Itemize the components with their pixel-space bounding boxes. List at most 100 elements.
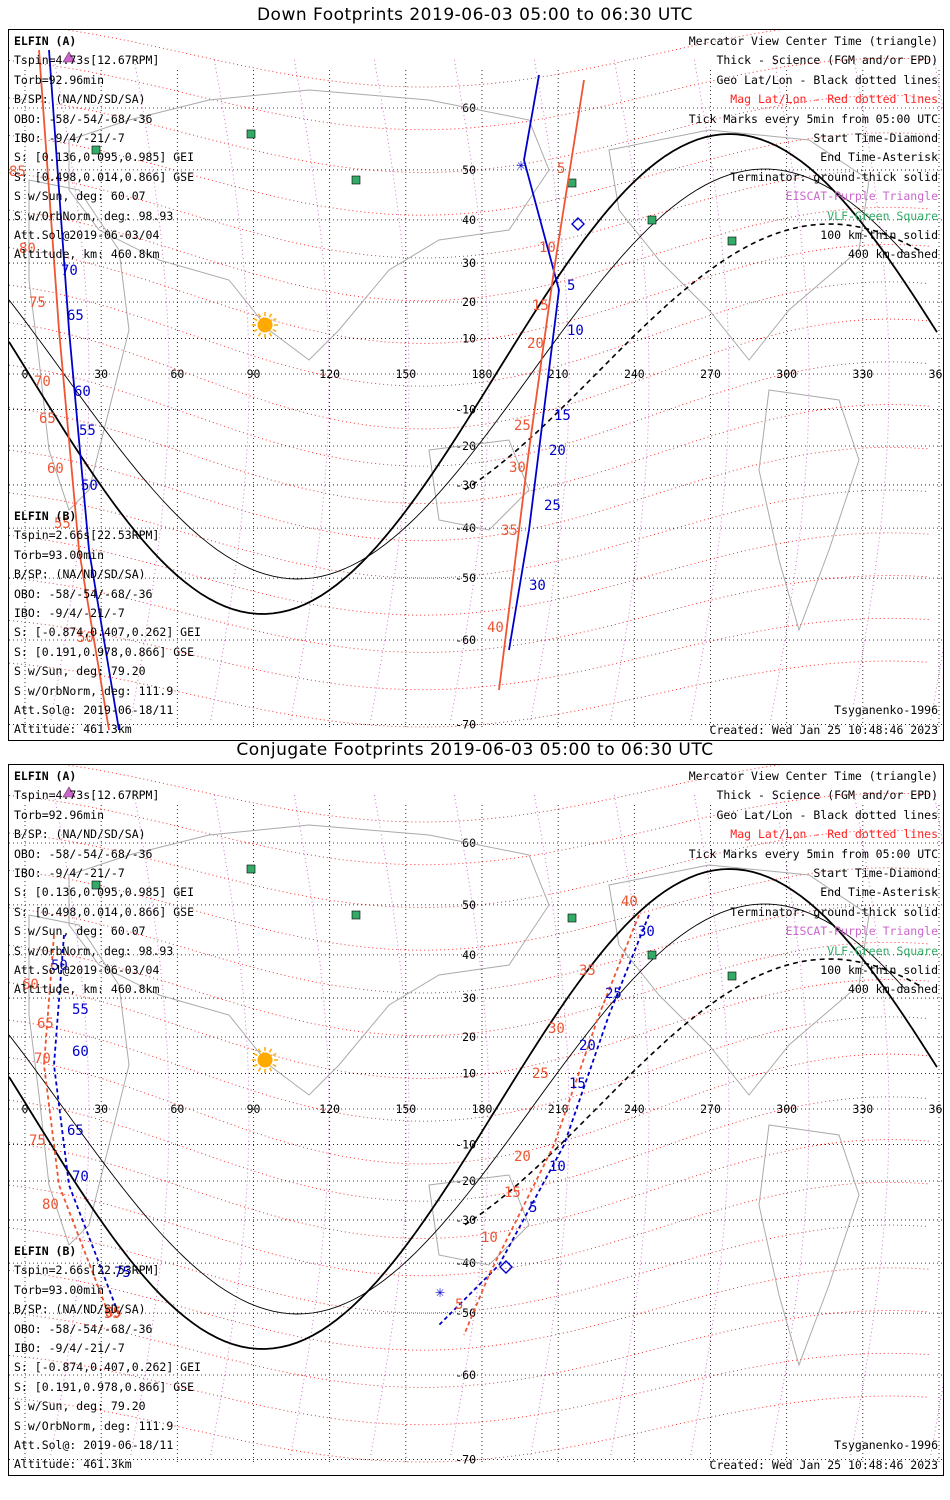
end-asterisk: ✳ [435,1282,445,1301]
elfin-a-info-line: S w/OrbNorm, deg: 98.93 [14,943,174,958]
mag-lon-line [450,59,490,721]
elfin-b-tick-label: 55 [54,516,71,532]
mag-lat-line [9,867,930,951]
terminator-400km [464,223,922,491]
lon-label: 120 [319,367,340,381]
vlf-station-square [647,950,657,960]
legend-item: Thick - Science (FGM and/or EPD) [716,53,938,68]
mag-lat-line [9,830,930,908]
mag-lon-line [290,794,330,1456]
elfin-a-tick-label: 70 [72,1169,89,1185]
lat-label: -70 [455,718,476,732]
sun-disc [257,1052,273,1068]
lat-label: -30 [455,1213,476,1227]
lat-label: -60 [455,1368,476,1382]
model-label: Tsyganenko-1996 [834,1438,938,1452]
elfin-b-info-line: S w/Sun, deg: 79.20 [14,1399,146,1414]
continent-outline [68,89,550,361]
elfin-a-info-line: S: [0.136,0.095,0.985] GEI [14,150,195,165]
lon-label: 180 [472,1102,493,1116]
sun-ray [257,332,262,337]
sun-ray [272,1063,277,1068]
legend-item: Terminator: ground-thick solid [730,904,938,919]
lon-label: 30 [94,367,108,381]
legend-item: Mag Lat/Lon - Red dotted lines [730,827,938,842]
elfin-a-info-line: S: [0.498,0.014,0.866] GSE [14,169,195,184]
elfin-b-tick-label: 10 [539,240,556,256]
elfin-b-tick-label: 80 [19,241,36,257]
map-canvas: 70605040302010-10-20-30-40-50-60-7003060… [9,765,943,1467]
elfin-b-tick-label: 30 [509,460,526,476]
sun-disc [257,317,273,333]
terminator-100km [9,168,906,580]
elfin-a-tick-label: 60 [74,384,91,400]
elfin-a-info-line: Att.Sol@2019-06-03/04 [14,228,160,243]
panel-title-down: Down Footprints 2019-06-03 05:00 to 06:3… [256,5,694,25]
mag-lat-line [9,1181,930,1277]
mag-lon-line [290,59,330,721]
elfin-a-lines: Tspin=4.73s[12.67RPM] Torb=92.96min B/SP: … [14,786,194,999]
legend-item: Thick - Science (FGM and/or EPD) [716,788,938,803]
lat-label: 50 [462,898,476,912]
elfin-a-info-line: S: [0.136,0.095,0.985] GEI [14,885,195,900]
mag-lat-line [9,318,930,430]
legend-item: Start Time-Diamond [813,866,938,881]
lon-label: 240 [624,367,645,381]
continent-outline [608,864,870,1096]
vlf-station-square [246,129,256,139]
sun-icon [252,312,278,338]
elfin-b-tick-label: 70 [34,374,51,390]
lat-label: 10 [462,1067,476,1081]
lon-label: 330 [852,367,873,381]
elfin-b-tick-label: 25 [532,1066,549,1082]
elfin-b-info-line: Tspin=2.66s[22.53RPM] [14,528,160,543]
elfin-a-tick-label: 65 [67,308,84,324]
elfin-a-tick-label: 5 [567,278,575,294]
lat-label: -30 [455,478,476,492]
elfin-a-info-line: IBO: -9/4/-21/-7 [14,131,125,146]
sun-ray [268,1067,273,1072]
mag-lon-line [770,794,810,1456]
elfin-a-name: ELFIN (A) [14,769,77,783]
mag-lon-line [210,794,250,1456]
elfin-b-tick-label: 70 [34,1051,51,1067]
elfin-b-tick-label: 40 [487,620,504,636]
legend-item: Mercator View Center Time (triangle) [688,34,938,48]
elfin-b-info-line: S: [-0.874,0.407,0.262] GEI [14,625,201,640]
lon-label: 210 [548,1102,569,1116]
mag-lon-line [210,59,250,721]
sun-ray [253,317,258,322]
mag-lat-line [9,206,930,302]
elfin-b-info-line: Torb=93.00min [14,547,105,562]
mag-lat-line [9,1310,930,1388]
elfin-a-tick-label: 30 [529,578,546,594]
elfin-a-info: ELFIN (A) Tspin=4.73s[12.67RPM] Torb=92.9… [14,32,194,265]
elfin-b-tick-label: 55 [104,1306,121,1322]
elfin-b-name: ELFIN (B) [14,1244,77,1258]
elfin-b-tick-label: 10 [481,1230,498,1246]
mag-lat-line [9,95,930,173]
lon-label: 0 [22,1102,29,1116]
elfin-a-info: ELFIN (A) Tspin=4.73s[12.67RPM] Torb=92.9… [14,767,194,1000]
terminator-ground [9,133,938,615]
sun-ray [257,313,262,318]
legend-item: VLF-Green Square [827,208,938,223]
mag-lat-line [9,575,930,653]
elfin-b-info-line: S w/OrbNorm, deg: 111.9 [14,683,174,698]
elfin-b-info-line: S: [-0.874,0.407,0.262] GEI [14,1360,201,1375]
lon-label: 210 [548,367,569,381]
legend-item: Mag Lat/Lon - Red dotted lines [730,92,938,107]
elfin-b-lines: Tspin=2.66s[22.53RPM] Torb=93.00min B/SP: … [14,1261,201,1474]
elfin-b-info: ELFIN (B) Tspin=2.66s[22.53RPM] Torb=93.0… [14,507,201,740]
vlf-station-square [91,880,101,890]
sun-ray [272,317,277,322]
continent-outline [28,914,130,1246]
elfin-b-tick-label: 75 [29,1133,46,1149]
lon-label: 240 [624,1102,645,1116]
mag-lon-line [850,59,890,721]
lat-label: -40 [455,521,476,535]
continent-outline [28,179,130,511]
mag-lon-line [850,794,890,1456]
model-label: Tsyganenko-1996 [834,703,938,717]
eiscat-triangle [62,51,76,63]
